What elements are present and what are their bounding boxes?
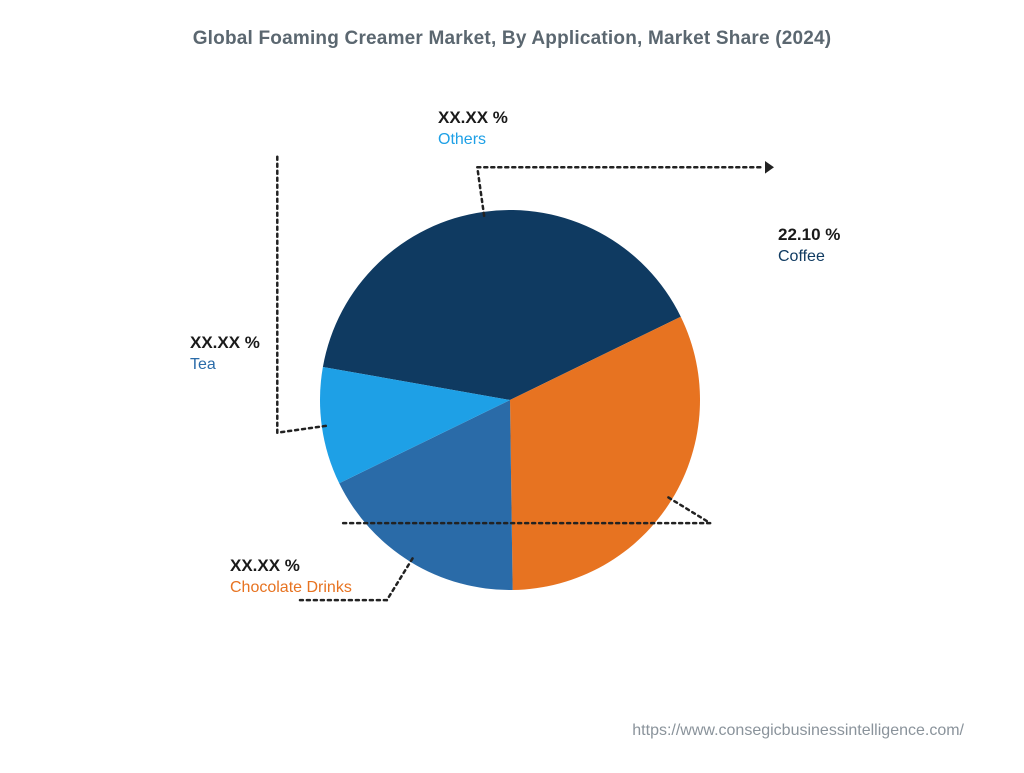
callout-pct-others: XX.XX % <box>438 108 508 128</box>
pie-chart: 22.10 %CoffeeXX.XX %Chocolate DrinksXX.X… <box>0 0 1024 768</box>
callout-chocolate: XX.XX % Chocolate Drinks <box>230 556 352 597</box>
callout-label-chocolate: Chocolate Drinks <box>230 578 352 597</box>
callout-pct-tea: XX.XX % <box>190 333 260 353</box>
callout-pct-chocolate: XX.XX % <box>230 556 352 576</box>
callout-others: XX.XX % Others <box>438 108 508 149</box>
callout-label-coffee: Coffee <box>778 247 840 266</box>
source-url: https://www.consegicbusinessintelligence… <box>632 722 964 740</box>
callout-label-others: Others <box>438 130 508 149</box>
callout-coffee: 22.10 % Coffee <box>778 225 840 266</box>
callout-pct-coffee: 22.10 % <box>778 225 840 245</box>
callout-label-tea: Tea <box>190 355 260 374</box>
callout-tea: XX.XX % Tea <box>190 333 260 374</box>
